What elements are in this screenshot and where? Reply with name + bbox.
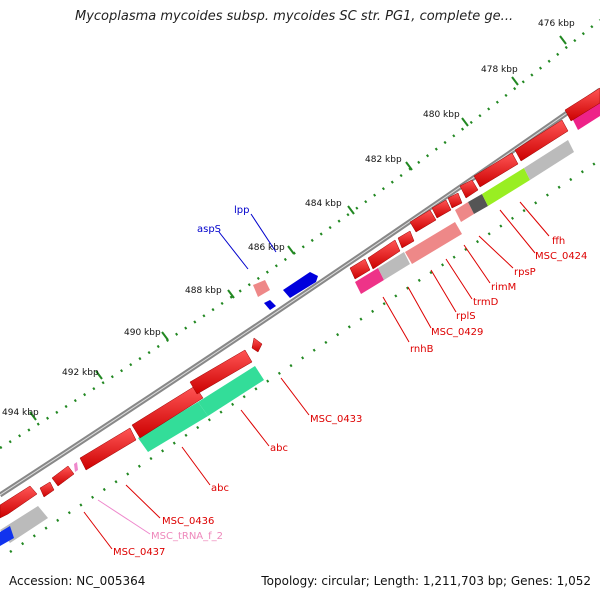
gene-label-rpsp: rpsP [514,267,536,278]
tick-label: 488 kbp [185,286,222,296]
gene-label-msc-0437: MSC_0437 [113,547,165,558]
gene-arrow [349,258,371,280]
cog-block [0,526,14,546]
gene-arrow [473,152,519,188]
gene-arrow [564,87,600,122]
gene-label-rpls: rplS [456,311,476,322]
gene-label-lpp: lpp [234,205,249,216]
gene-arrow [253,280,270,297]
gene-label-abc-2: abc [211,483,229,494]
tick-label: 490 kbp [124,328,161,338]
gene-label-abc: abc [270,443,288,454]
gene-label-ffh: ffh [552,236,565,247]
cog-block [482,168,530,206]
cog-block [198,366,264,416]
tick-label: 486 kbp [248,243,285,253]
gene-arrow [79,427,137,471]
gene-label-rnhb: rnhB [410,344,434,355]
tick-label: 494 kbp [2,408,39,418]
gene-label-msc-0436: MSC_0436 [162,516,214,527]
inner-track-arc [9,158,600,554]
gene-track-forward [0,87,600,519]
ruler-ticks [29,35,567,421]
gene-label-rimm: rimM [491,282,516,293]
gene-labels: ffh MSC_0424 rpsP rimM trmD rplS MSC_042… [113,205,587,558]
gene-track-reverse [253,272,318,310]
cog-block [138,402,208,452]
gene-arrow [39,481,55,498]
tick-label: 492 kbp [62,368,99,378]
gene-arrow [189,349,253,395]
cog-block [524,140,574,180]
gene-arrow [131,385,204,439]
trna-feature [74,462,78,472]
cog-block [355,268,384,294]
gene-arrow [514,119,569,162]
gene-arrow [283,272,318,298]
gene-arrow [251,337,263,353]
cog-block [468,194,488,214]
cog-block [455,202,474,222]
gene-arrow [447,192,463,209]
gene-label-msc-trna-f-2: MSC_tRNA_f_2 [151,531,223,542]
accession-text: Accession: NC_005364 [9,574,146,588]
gene-arrow [0,485,38,519]
gene-arrow [51,465,75,487]
gene-label-asps: aspS [197,224,221,235]
tick-label: 478 kbp [481,65,518,75]
gene-arrow [459,179,479,199]
ruler-labels: 476 kbp 478 kbp 480 kbp 482 kbp 484 kbp … [2,19,575,418]
leader-lines [83,201,550,550]
tick-label: 482 kbp [365,155,402,165]
tick-label: 484 kbp [305,199,342,209]
gene-label-msc-0424: MSC_0424 [535,251,587,262]
cog-track [0,100,600,546]
gene-arrow [264,300,276,310]
cog-block [405,222,462,264]
tick-label: 476 kbp [538,19,575,29]
gene-arrow [367,239,401,270]
gene-label-msc-0429: MSC_0429 [431,327,483,338]
genome-title: Mycoplasma mycoides subsp. mycoides SC s… [75,9,514,24]
ruler-arc [0,19,600,450]
gene-arrow [397,230,415,249]
gene-label-msc-0433: MSC_0433 [310,414,362,425]
cog-block [378,252,410,280]
gene-arrow [431,199,452,219]
genome-summary: Topology: circular; Length: 1,211,703 bp… [261,574,591,588]
gene-arrow [409,209,437,233]
tick-label: 480 kbp [423,110,460,120]
gene-label-trmd: trmD [473,297,499,308]
